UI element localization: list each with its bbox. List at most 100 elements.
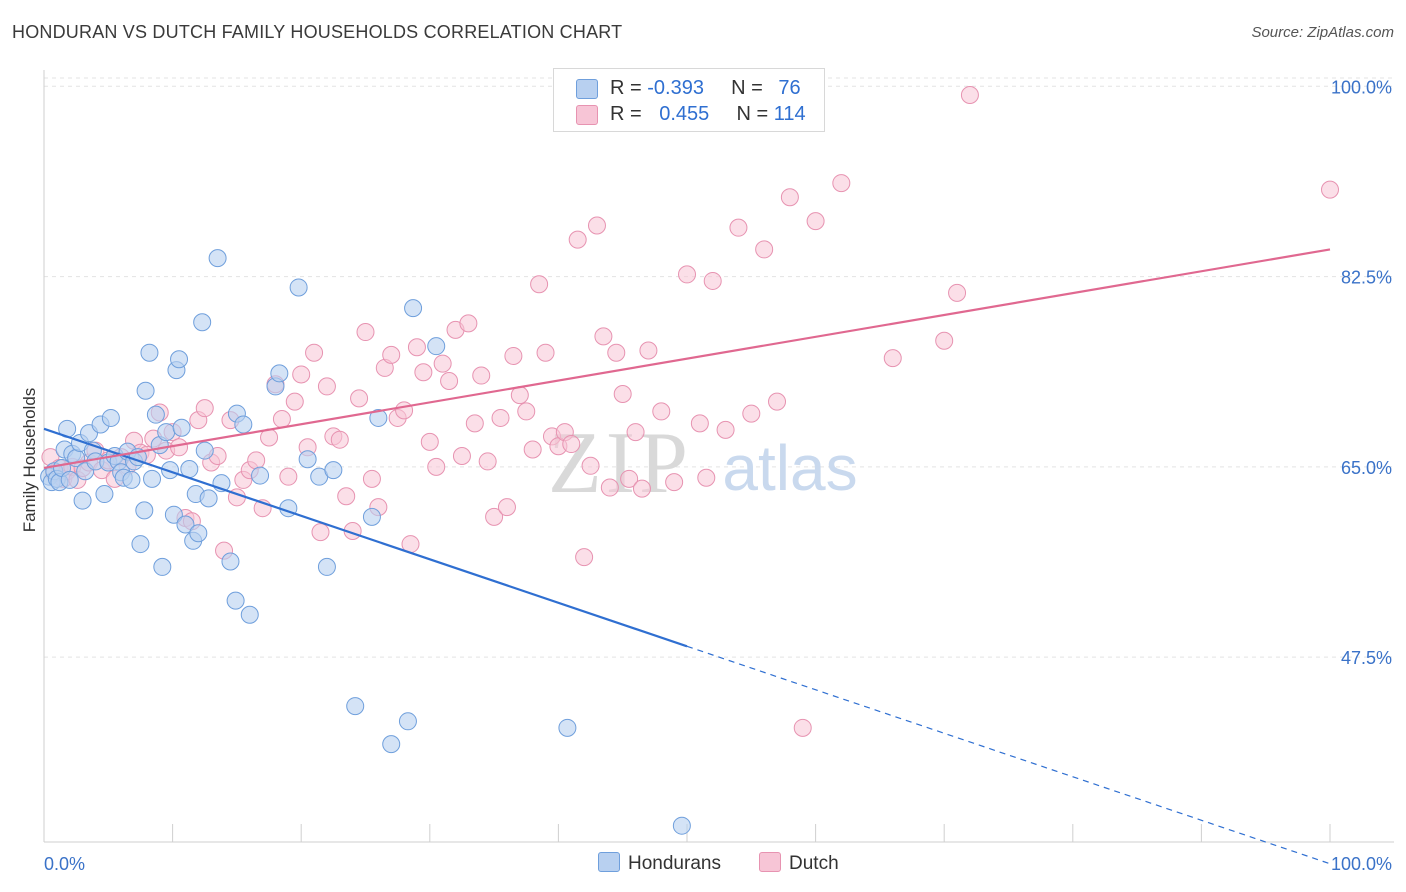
honduran-point bbox=[172, 418, 191, 437]
dutch-point bbox=[337, 487, 356, 506]
dutch-point bbox=[587, 216, 606, 235]
dutch-point bbox=[883, 349, 902, 368]
dutch-point bbox=[279, 467, 298, 486]
dutch-point bbox=[523, 440, 542, 459]
honduran-trend-extension bbox=[686, 645, 1331, 865]
dutch-point bbox=[632, 479, 651, 498]
dutch-point bbox=[780, 188, 799, 207]
dutch-point bbox=[330, 430, 349, 449]
watermark: ZIP atlas bbox=[548, 415, 858, 512]
trend-lines bbox=[43, 248, 1331, 865]
honduran-point bbox=[270, 364, 289, 383]
honduran-point bbox=[153, 557, 172, 576]
dutch-point bbox=[472, 366, 491, 385]
x-tick-label: 100.0% bbox=[1331, 854, 1392, 874]
hondurans-n-label: N = bbox=[731, 77, 769, 99]
honduran-point bbox=[95, 485, 114, 504]
hondurans-r-value: -0.393 bbox=[647, 77, 704, 99]
dutch-point bbox=[530, 275, 549, 294]
dutch-point bbox=[620, 469, 639, 488]
dutch-point bbox=[356, 323, 375, 342]
dutch-point bbox=[407, 338, 426, 357]
honduran-point bbox=[226, 591, 245, 610]
bottom-dutch-swatch bbox=[759, 852, 781, 872]
dutch-point bbox=[433, 354, 452, 373]
honduran-point bbox=[193, 313, 212, 332]
honduran-point bbox=[146, 405, 165, 424]
dutch-point bbox=[195, 399, 214, 418]
dutch-point bbox=[639, 341, 658, 360]
dutch-point bbox=[755, 240, 774, 259]
dutch-point bbox=[292, 365, 311, 384]
honduran-point bbox=[135, 501, 154, 520]
dutch-point bbox=[716, 420, 735, 439]
dutch-point bbox=[382, 345, 401, 364]
honduran-point bbox=[382, 735, 401, 754]
honduran-trend-line bbox=[43, 427, 688, 648]
dutch-point bbox=[613, 385, 632, 404]
x-tick-labels: 0.0% 100.0% bbox=[44, 854, 1392, 874]
dutch-point bbox=[581, 456, 600, 475]
honduran-point bbox=[195, 441, 214, 460]
honduran-point bbox=[161, 461, 180, 480]
dutch-point bbox=[272, 410, 291, 429]
dutch-point bbox=[948, 283, 967, 302]
dutch-point bbox=[742, 404, 761, 423]
dutch-n-label: N = bbox=[736, 103, 774, 125]
chart-title: HONDURAN VS DUTCH FAMILY HOUSEHOLDS CORR… bbox=[12, 22, 623, 42]
dutch-point bbox=[459, 314, 478, 333]
dutch-point bbox=[626, 423, 645, 442]
dutch-r-value: 0.455 bbox=[659, 103, 710, 125]
honduran-point bbox=[199, 489, 218, 508]
honduran-point bbox=[558, 718, 577, 737]
dutch-point bbox=[247, 451, 266, 470]
honduran-point bbox=[122, 470, 141, 489]
dutch-point bbox=[427, 457, 446, 476]
honduran-point bbox=[317, 557, 336, 576]
dutch-point bbox=[311, 523, 330, 542]
dutch-point bbox=[497, 498, 516, 517]
dutch-point bbox=[395, 401, 414, 420]
honduran-point bbox=[189, 524, 208, 543]
honduran-point bbox=[73, 491, 92, 510]
dutch-point bbox=[1321, 180, 1339, 199]
honduran-point bbox=[234, 415, 253, 434]
source-label: Source: ZipAtlas.com bbox=[1251, 24, 1394, 41]
honduran-point bbox=[60, 470, 79, 489]
dutch-point bbox=[285, 392, 304, 411]
dutch-point bbox=[806, 212, 825, 231]
dutch-swatch bbox=[576, 105, 598, 125]
dutch-point bbox=[793, 718, 812, 737]
dutch-point bbox=[485, 507, 504, 526]
dutch-point bbox=[440, 371, 459, 390]
watermark-atlas: atlas bbox=[722, 432, 857, 504]
bottom-hondurans-label: Hondurans bbox=[628, 853, 721, 874]
grid-lines bbox=[44, 77, 1394, 658]
honduran-point bbox=[398, 712, 417, 731]
dutch-point bbox=[305, 343, 324, 362]
honduran-point bbox=[136, 381, 155, 400]
dutch-point bbox=[568, 230, 587, 249]
honduran-point bbox=[221, 552, 240, 571]
dutch-point bbox=[465, 414, 484, 433]
dutch-n-value: 114 bbox=[773, 103, 806, 125]
bottom-legend-dutch: Dutch bbox=[759, 852, 839, 875]
dutch-point bbox=[350, 389, 369, 408]
honduran-point bbox=[157, 423, 176, 442]
dutch-point bbox=[478, 452, 497, 471]
dutch-point bbox=[491, 408, 510, 427]
hondurans-r-label: R = bbox=[610, 77, 648, 99]
honduran-point bbox=[369, 408, 388, 427]
honduran-point bbox=[672, 816, 691, 835]
honduran-point bbox=[346, 697, 365, 716]
dutch-point bbox=[517, 402, 536, 421]
honduran-point bbox=[140, 343, 159, 362]
dutch-r-label: R = bbox=[610, 103, 648, 125]
dutch-point bbox=[703, 271, 722, 290]
bottom-legend-hondurans: Hondurans bbox=[598, 852, 721, 875]
honduran-point bbox=[362, 507, 381, 526]
dutch-point bbox=[414, 363, 433, 382]
dutch-point bbox=[362, 469, 381, 488]
honduran-point bbox=[164, 505, 183, 524]
y-axis-label: Family Households bbox=[20, 387, 39, 533]
